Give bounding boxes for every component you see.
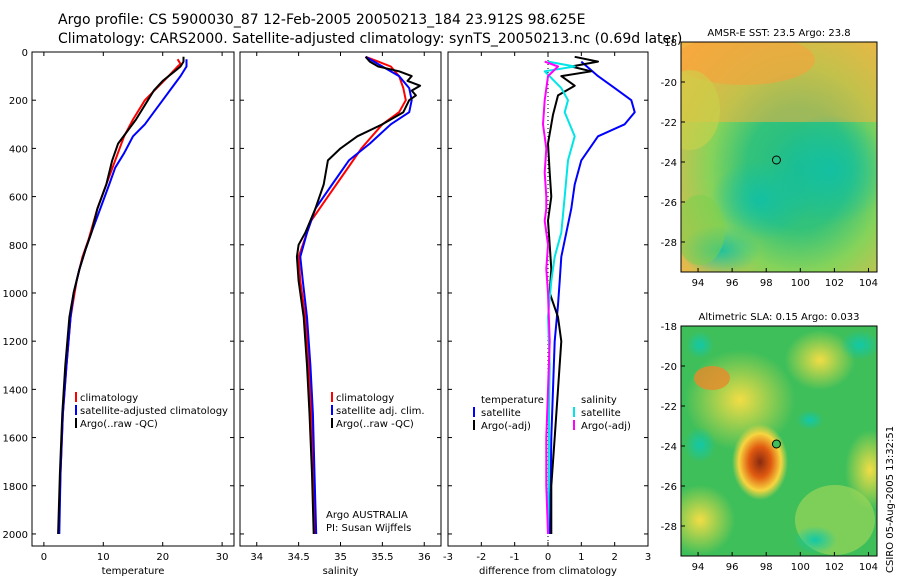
difference-xtick-label: -2 <box>476 552 486 563</box>
figure-title-line1: Argo profile: CS 5900030_87 12-Feb-2005 … <box>58 12 585 28</box>
sst-map-lon-tick-label: 96 <box>726 278 739 289</box>
sst-map-lon-tick-label: 102 <box>825 278 844 289</box>
temperature-xtick-label: 10 <box>97 552 110 563</box>
temperature-series-line-0 <box>57 58 182 535</box>
sst-map-lon-tick-label: 94 <box>692 278 705 289</box>
salinity-series-line-1 <box>299 55 413 535</box>
difference-profile-panel: -3 -2 -1 0 1 2 3 difference from climatology tem… <box>443 51 651 577</box>
sst-map-frame <box>680 41 878 273</box>
sla-map-lon-tick-label: 100 <box>791 562 810 573</box>
difference-legend-label: Argo(-adj) <box>481 421 531 432</box>
sla-map-lat-tick-label: -26 <box>661 482 677 493</box>
difference-xaxis-label: difference from climatology <box>479 566 617 577</box>
sla-map-lat-tick-label: -18 <box>661 322 677 333</box>
temperature-xtick-label: 30 <box>216 552 229 563</box>
sla-map-lat-tick-label: -22 <box>661 402 677 413</box>
depth-tick-label: 1200 <box>3 337 28 348</box>
sla-map-lon-tick-label: 98 <box>760 562 773 573</box>
sla-map-lon-tick-label: 94 <box>692 562 705 573</box>
sst-argo-location-marker <box>771 155 781 165</box>
difference-series-line-3 <box>542 60 559 535</box>
sla-map-lon-tick-label: 102 <box>825 562 844 573</box>
temperature-xtick-label: 0 <box>41 552 47 563</box>
salinity-xtick-label: 35 <box>334 552 347 563</box>
salinity-xtick-label: 34 <box>250 552 263 563</box>
depth-tick-label: 600 <box>9 193 28 204</box>
sla-map-panel: Altimetric SLA: 0.15 Argo: 0.033 94 96 98 1… <box>661 312 878 573</box>
depth-tick-label: 1400 <box>3 385 28 396</box>
depth-tick-label: 1600 <box>3 434 28 445</box>
temperature-legend-label: satellite-adjusted climatology <box>80 406 228 417</box>
depth-tick-label: 400 <box>9 144 28 155</box>
difference-xtick-label: 2 <box>611 552 617 563</box>
depth-tick-label: 1800 <box>3 482 28 493</box>
figure-title-line2: Climatology: CARS2000. Satellite-adjuste… <box>58 31 682 47</box>
sla-map-lat-tick-label: -20 <box>661 362 677 373</box>
temperature-series-line-2 <box>57 56 185 535</box>
salinity-xtick-label: 35.5 <box>371 552 393 563</box>
salinity-xtick-label: 36 <box>418 552 431 563</box>
salinity-xaxis-label: salinity <box>323 566 359 577</box>
salinity-legend-label: Argo(..raw -QC) <box>336 419 414 430</box>
sla-map-lon-tick-label: 96 <box>726 562 739 573</box>
sst-heatmap-field <box>681 42 877 272</box>
argo-program-label: Argo AUSTRALIA <box>326 510 408 521</box>
sla-map-lon-tick-label: 104 <box>859 562 878 573</box>
temperature-xaxis-label: temperature <box>102 566 165 577</box>
pi-label: PI: Susan Wijffels <box>326 523 411 534</box>
salinity-profile-panel: 34 34.5 35 35.5 36 salinity climatology satelli… <box>239 51 442 577</box>
difference-series-line-0 <box>548 60 636 535</box>
sla-heatmap-field <box>681 326 877 556</box>
temperature-legend-label: climatology <box>80 393 138 404</box>
difference-legend-label: satellite <box>481 408 521 419</box>
sst-map-lat-tick-label: -26 <box>661 198 677 209</box>
depth-tick-label: 2000 <box>3 530 28 541</box>
difference-xtick-label: 0 <box>545 552 551 563</box>
depth-tick-label: 800 <box>9 241 28 252</box>
difference-legend-label: satellite <box>581 408 621 419</box>
difference-legend-label: temperature <box>481 395 544 406</box>
difference-xtick-label: 1 <box>578 552 584 563</box>
sst-map-lon-tick-label: 98 <box>760 278 773 289</box>
credit-timestamp: CSIRO 05-Aug-2005 13:32:51 <box>885 426 896 573</box>
depth-tick-label: 0 <box>22 48 28 59</box>
difference-xtick-label: 3 <box>645 552 651 563</box>
difference-xtick-label: -3 <box>443 552 453 563</box>
sst-map-lat-tick-label: -22 <box>661 118 677 129</box>
difference-legend-label: Argo(-adj) <box>581 421 631 432</box>
sst-map-lat-tick-label: -28 <box>661 238 677 249</box>
salinity-axes-frame <box>239 51 442 547</box>
depth-tick-label: 1000 <box>3 289 28 300</box>
temperature-profile-panel: 0 10 20 30 0 200 400 600 800 1000 1200 1400 1600 1800… <box>3 48 235 577</box>
sst-map-lon-tick-label: 100 <box>791 278 810 289</box>
difference-series-line-2 <box>543 60 576 535</box>
sla-map-lat-tick-label: -28 <box>661 522 677 533</box>
sla-argo-location-marker <box>771 439 781 449</box>
difference-series-line-1 <box>547 55 599 534</box>
sst-map-lat-tick-label: -18 <box>661 38 677 49</box>
temperature-series-line-1 <box>58 59 188 535</box>
difference-legend-label: salinity <box>581 395 617 406</box>
sst-map-lat-tick-label: -24 <box>661 158 677 169</box>
salinity-legend-label: satellite adj. clim. <box>336 406 425 417</box>
sla-map-frame <box>680 325 878 557</box>
depth-tick-label: 200 <box>9 96 28 107</box>
temperature-axes-frame <box>31 51 235 547</box>
sla-map-title: Altimetric SLA: 0.15 Argo: 0.033 <box>699 312 860 323</box>
sst-map-lon-tick-label: 104 <box>859 278 878 289</box>
difference-xtick-label: -1 <box>510 552 520 563</box>
sst-map-panel: AMSR-E SST: 23.5 Argo: 23.8 94 96 98 100 102… <box>661 28 878 289</box>
salinity-legend-label: climatology <box>336 393 394 404</box>
salinity-series-line-2 <box>295 56 422 535</box>
sla-map-lat-tick-label: -24 <box>661 442 677 453</box>
temperature-xtick-label: 20 <box>156 552 169 563</box>
sst-map-title: AMSR-E SST: 23.5 Argo: 23.8 <box>707 28 850 39</box>
sst-map-lat-tick-label: -20 <box>661 78 677 89</box>
salinity-xtick-label: 34.5 <box>287 552 309 563</box>
temperature-legend-label: Argo(..raw -QC) <box>80 419 158 430</box>
